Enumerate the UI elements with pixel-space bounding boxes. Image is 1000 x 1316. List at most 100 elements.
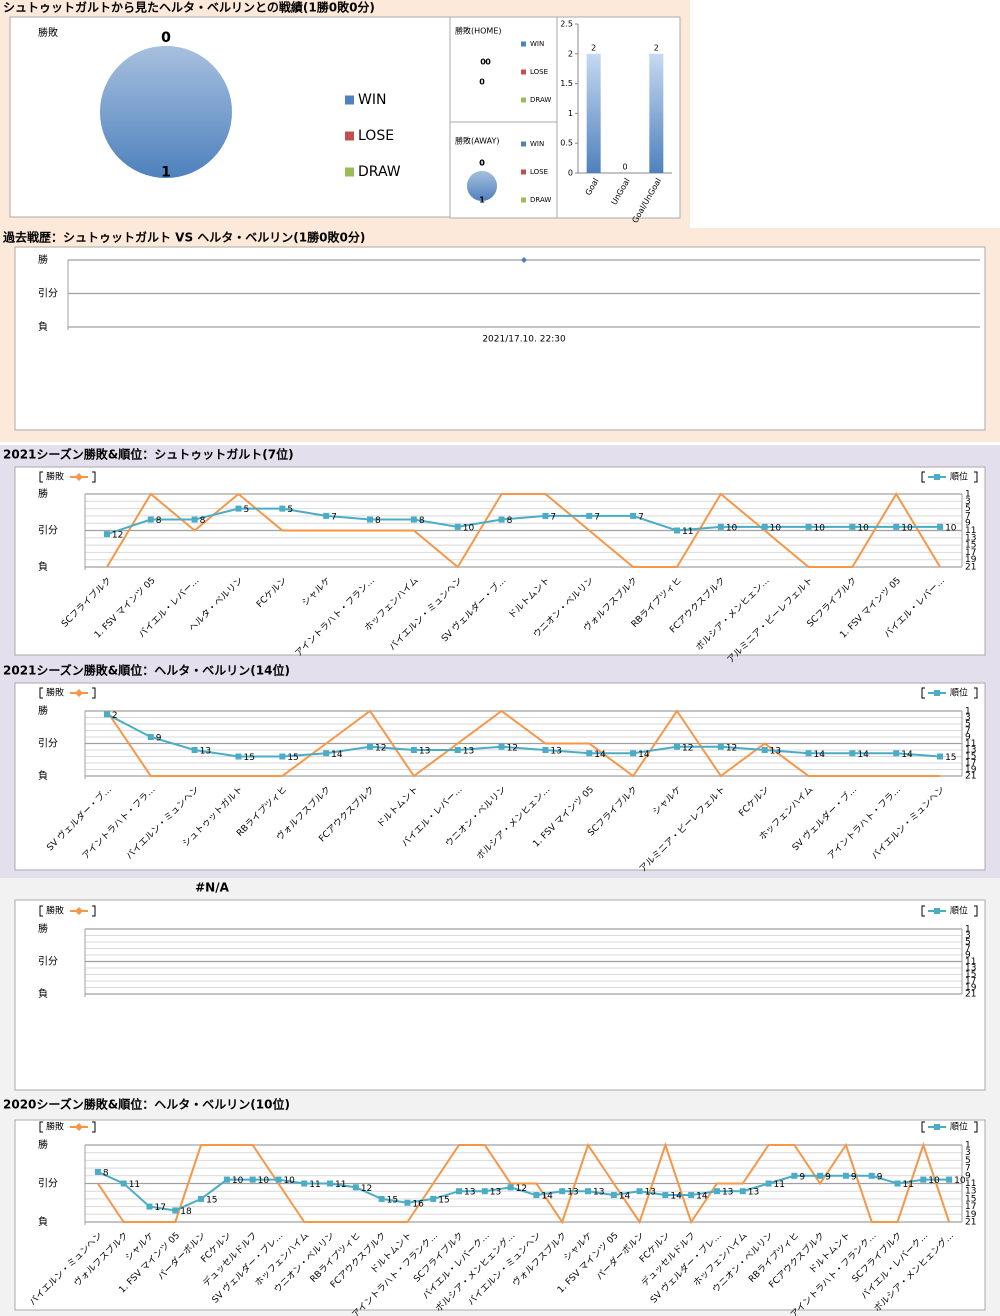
point (739, 1188, 746, 1195)
section-title: 2021シーズン勝敗&順位：ヘルタ・ベルリン(14位) (3, 663, 290, 678)
data-label: 11 (903, 1180, 914, 1190)
y2-tick-label: 1 (965, 925, 971, 935)
pie-shine (100, 46, 232, 178)
point (894, 1180, 901, 1187)
data-label: 0 (485, 58, 491, 67)
legend-bracket (39, 471, 43, 483)
point (805, 750, 812, 757)
y2-tick-label: 1 (965, 490, 971, 500)
legend-bracket (921, 471, 925, 483)
chart-frame (449, 16, 558, 123)
data-label: 8 (375, 516, 381, 526)
data-label: 7 (331, 512, 337, 522)
data-label: 7 (594, 512, 600, 522)
data-label: 14 (638, 750, 650, 760)
data-label: 10 (814, 523, 826, 533)
legend-marker (75, 1123, 83, 1131)
data-label: 11 (335, 1180, 346, 1190)
point (868, 1172, 875, 1179)
point (94, 1168, 101, 1175)
data-label: 0 (161, 30, 171, 46)
data-label: 8 (156, 516, 162, 526)
pie-shine (467, 171, 497, 201)
section-title: 2021シーズン勝敗&順位：シュトゥットガルト(7位) (3, 447, 294, 462)
data-label: 11 (309, 1180, 320, 1190)
data-label: 14 (619, 1192, 631, 1202)
data-label: 0 (479, 78, 485, 87)
point (805, 523, 812, 530)
legend-swatch (521, 97, 526, 103)
data-label: 12 (726, 743, 737, 753)
y2-tick-label: 5 (965, 504, 971, 514)
point (893, 523, 900, 530)
point (630, 750, 637, 757)
data-label: 0 (622, 163, 627, 172)
legend-marker (934, 474, 940, 480)
point (713, 1188, 720, 1195)
y-tick-label: 引分 (38, 738, 58, 750)
data-label: 14 (670, 1192, 682, 1202)
data-label: 1 (479, 195, 485, 204)
data-label: 13 (770, 747, 781, 757)
point (717, 523, 724, 530)
y-tick-label: 勝 (38, 487, 48, 500)
chart-frame (14, 899, 986, 1091)
y2-tick-label: 15 (965, 752, 976, 762)
legend-label: 順位 (950, 687, 968, 699)
y2-tick-label: 19 (965, 765, 977, 775)
data-label: 12 (682, 743, 693, 753)
legend-label: 勝敗 (46, 687, 64, 699)
y2-tick-label: 17 (965, 1202, 976, 1212)
data-label: 5 (287, 505, 293, 515)
y2-tick-label: 17 (965, 548, 976, 558)
data-label: 0 (161, 30, 171, 46)
legend-label: LOSE (358, 128, 394, 144)
data-label: 13 (645, 1188, 656, 1198)
legend-marker (75, 689, 83, 697)
point (586, 512, 593, 519)
point (191, 747, 198, 753)
point (235, 753, 242, 760)
legend-label: 順位 (950, 471, 968, 483)
y-tick-label: 0 (568, 169, 573, 178)
point (761, 523, 768, 530)
legend-marker (934, 1124, 940, 1130)
point (498, 743, 505, 750)
legend-swatch (521, 41, 526, 47)
point (279, 753, 286, 760)
y-tick-label: 2 (568, 49, 573, 58)
point (279, 505, 286, 512)
data-label: 2 (591, 43, 596, 52)
data-label: 9 (851, 1172, 857, 1182)
legend-label: 順位 (950, 1121, 968, 1133)
point (146, 1203, 153, 1210)
y2-tick-label: 11 (965, 739, 976, 749)
legend-label: 勝敗 (46, 905, 64, 917)
legend-bracket (974, 905, 978, 917)
y2-tick-label: 9 (965, 1171, 971, 1181)
point (323, 512, 330, 519)
pie-title: 勝敗(HOME) (455, 26, 502, 36)
y-tick-label: 勝 (38, 922, 48, 935)
data-label: 10 (726, 523, 738, 533)
legend-marker (75, 473, 83, 481)
point (893, 750, 900, 757)
y-tick-label: 負 (38, 770, 48, 782)
legend-label: WIN (358, 92, 386, 108)
legend-label: WIN (530, 40, 544, 48)
section-title: 過去戦歴：シュトゥットガルト VS ヘルタ・ベルリン(1勝0敗0分) (2, 230, 365, 245)
legend-swatch (521, 69, 526, 75)
data-label: 15 (243, 753, 254, 763)
data-label: 7 (638, 512, 644, 522)
series-line (106, 709, 941, 778)
y-tick-label: 負 (38, 1216, 48, 1228)
data-label: 15 (206, 1195, 217, 1205)
y-tick-label: 負 (38, 561, 48, 573)
point (542, 747, 549, 753)
point (586, 750, 593, 757)
legend-bracket (974, 687, 978, 699)
y2-tick-label: 21 (965, 563, 976, 573)
y2-tick-label: 21 (965, 772, 976, 782)
y2-tick-label: 11 (965, 957, 976, 967)
